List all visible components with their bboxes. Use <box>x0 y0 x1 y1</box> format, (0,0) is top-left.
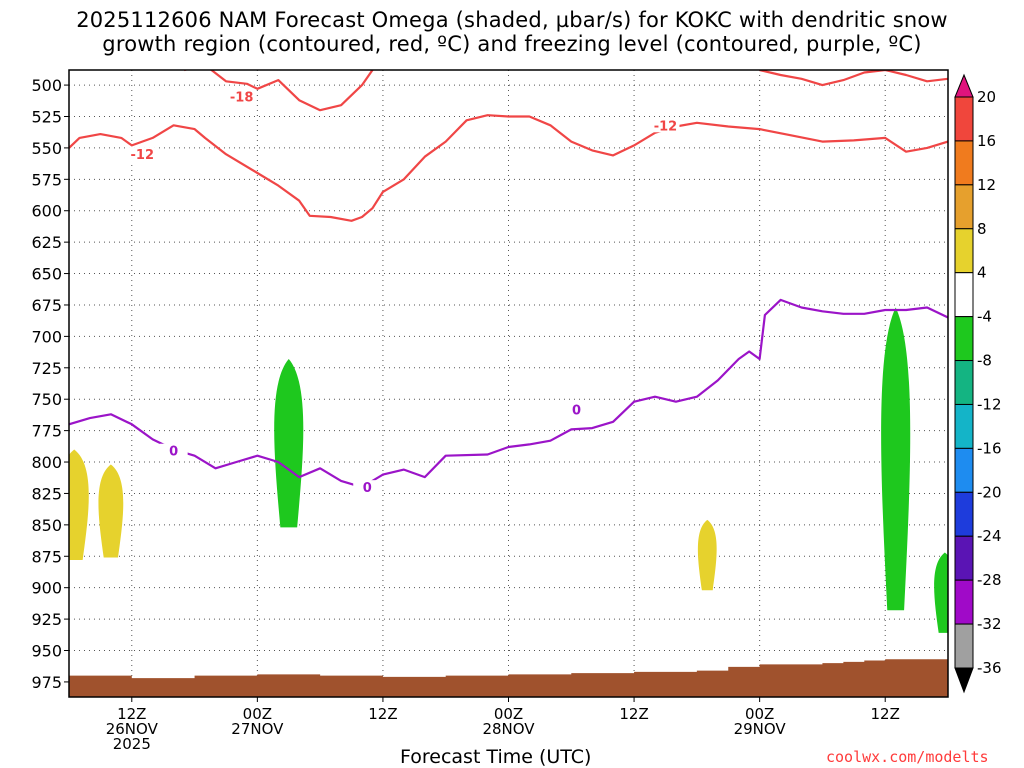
y-tick-label: 875 <box>31 547 62 566</box>
colorbar-label: -32 <box>977 615 1002 633</box>
contour-label-bg <box>128 147 157 162</box>
y-tick-label: 775 <box>31 422 62 441</box>
plot-area <box>69 70 948 697</box>
colorbar-label: 12 <box>977 176 996 194</box>
colorbar-label: -36 <box>977 659 1002 677</box>
colorbar-box <box>954 403 974 449</box>
omega-region <box>98 464 124 558</box>
contour-label-bg <box>353 480 382 495</box>
y-tick-label: 575 <box>31 170 62 189</box>
y-axis: 500 525 550 575 600 625 650 675 700 725 750 775 800 8… <box>31 76 69 692</box>
y-tick-label: 525 <box>31 107 62 126</box>
y-tick-label: 850 <box>31 516 62 535</box>
y-tick-label: 675 <box>31 296 62 315</box>
chart-title-line2: growth region (contoured, red, ºC) and f… <box>102 32 922 56</box>
contour-label-bg <box>651 118 680 133</box>
y-tick-label: 625 <box>31 233 62 252</box>
colorbar: 20 16 12 8 4 -4 -8 -12 -16 -20 -24 -28 -32 -36 <box>954 73 1002 694</box>
terrain-fill <box>69 658 948 697</box>
credit-text: coolwx.com/modelts <box>826 748 989 766</box>
x-tick-label: 27NOV <box>231 720 284 738</box>
colorbar-label: 16 <box>977 132 996 150</box>
colorbar-box <box>954 228 974 274</box>
contour-label: -18 <box>230 90 254 105</box>
colorbar-top-arrow <box>954 73 974 98</box>
contour-label: -12 <box>654 119 678 134</box>
contour-label-bg <box>159 443 188 458</box>
contour-label: 0 <box>363 481 372 496</box>
x-tick-label: 00Z <box>745 705 774 723</box>
colorbar-label: -28 <box>977 571 1002 589</box>
x-tick-label: 00Z <box>243 705 272 723</box>
omega-region <box>274 358 304 528</box>
colorbar-box <box>954 623 974 669</box>
y-tick-label: 600 <box>31 202 62 221</box>
colorbar-label: 4 <box>977 264 987 282</box>
contour-line <box>69 298 948 489</box>
x-axis-title: Forecast Time (UTC) <box>400 746 592 768</box>
colorbar-label: -8 <box>977 352 992 370</box>
colorbar-label: -16 <box>977 439 1002 457</box>
y-tick-label: 700 <box>31 327 62 346</box>
y-tick-label: 650 <box>31 265 62 284</box>
y-tick-label: 725 <box>31 359 62 378</box>
colorbar-box <box>954 579 974 625</box>
terrain <box>69 658 948 697</box>
x-tick-label: 29NOV <box>734 720 787 738</box>
x-tick-label: 12Z <box>871 705 900 723</box>
colorbar-bottom-arrow <box>954 667 974 694</box>
y-tick-label: 550 <box>31 139 62 158</box>
x-tick-label: 12Z <box>619 705 648 723</box>
contour-line <box>759 70 948 87</box>
contour-line <box>184 70 374 112</box>
contour-label: -12 <box>131 148 155 163</box>
contour-label-bg <box>562 402 591 417</box>
omega-region <box>934 552 948 633</box>
omega-shading <box>69 307 948 633</box>
omega-region <box>697 519 717 591</box>
contour-label-bg <box>227 89 256 104</box>
contour-line <box>69 114 948 222</box>
y-tick-label: 500 <box>31 76 62 95</box>
omega-region <box>881 307 911 611</box>
colorbar-label: -4 <box>977 308 992 326</box>
colorbar-label: -24 <box>977 527 1002 545</box>
colorbar-box <box>954 96 974 142</box>
omega-region <box>69 449 89 561</box>
colorbar-box <box>954 272 974 318</box>
colorbar-label: 8 <box>977 220 987 238</box>
y-tick-label: 900 <box>31 579 62 598</box>
y-tick-label: 825 <box>31 484 62 503</box>
contour-label: 0 <box>572 403 581 418</box>
chart-title-line1: 2025112606 NAM Forecast Omega (shaded, µ… <box>76 8 948 32</box>
x-tick-label: 28NOV <box>482 720 535 738</box>
colorbar-label: -12 <box>977 395 1002 413</box>
x-tick-label: 12Z <box>117 705 146 723</box>
colorbar-box <box>954 184 974 230</box>
contours: -12 -12 -18 0 0 0 <box>69 70 948 496</box>
y-tick-label: 950 <box>31 642 62 661</box>
contour-label: 0 <box>169 445 178 460</box>
y-tick-label: 925 <box>31 610 62 629</box>
x-tick-label: 26NOV <box>106 720 159 738</box>
y-tick-label: 750 <box>31 390 62 409</box>
x-tick-label: 2025 <box>113 735 151 753</box>
colorbar-box <box>954 360 974 405</box>
colorbar-box <box>954 491 974 537</box>
x-tick-label: 00Z <box>494 705 523 723</box>
colorbar-box <box>954 316 974 362</box>
y-tick-label: 975 <box>31 673 62 692</box>
colorbar-box <box>954 535 974 581</box>
colorbar-box <box>954 140 974 186</box>
colorbar-label: -20 <box>977 483 1002 501</box>
colorbar-label: 20 <box>977 88 996 106</box>
colorbar-box <box>954 447 974 493</box>
y-tick-label: 800 <box>31 453 62 472</box>
x-tick-label: 12Z <box>368 705 397 723</box>
